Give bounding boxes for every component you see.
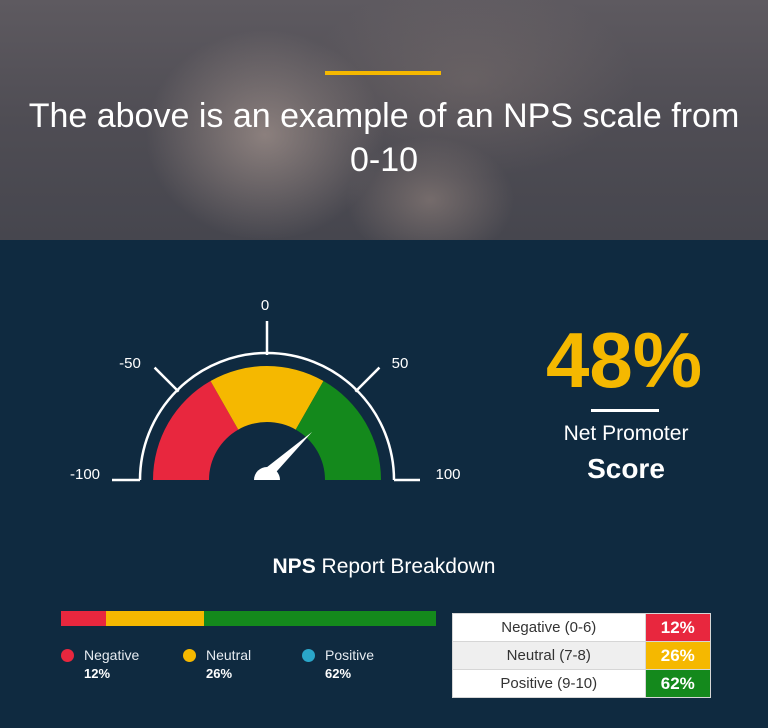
gauge-hub (254, 467, 280, 480)
score-label-line2: Score (587, 453, 665, 484)
legend-value-positive: 62% (325, 666, 352, 681)
gauge-label-minus-50: -50 (119, 355, 141, 372)
stack-segment-neutral (106, 611, 204, 626)
gauge-label-0: 0 (260, 297, 270, 314)
nps-gauge (112, 321, 420, 482)
breakdown-title-bold: NPS (272, 555, 316, 578)
gauge-tick-50 (354, 366, 381, 393)
hero-title: The above is an example of an NPS scale … (28, 97, 740, 179)
breakdown-title: NPS Report Breakdown (180, 553, 588, 581)
table-row: Negative (0-6) 12% (452, 613, 712, 642)
hero-banner: The above is an example of an NPS scale … (0, 0, 768, 240)
stack-segment-positive (203, 611, 436, 626)
legend-dot-negative (61, 649, 74, 662)
breakdown-table: Negative (0-6) 12% Neutral (7-8) 26% Pos… (452, 613, 712, 698)
legend-label-neutral: Neutral (206, 647, 252, 663)
nps-score-value: 48% (545, 316, 703, 404)
table-row: Positive (9-10) 62% (452, 669, 712, 698)
table-cell-range: Negative (0-6) (452, 613, 646, 642)
gauge-label-100: 100 (435, 466, 461, 483)
table-cell-range: Neutral (7-8) (452, 641, 646, 670)
breakdown-title-rest: Report Breakdown (315, 555, 496, 578)
score-divider (591, 409, 659, 412)
table-cell-value: 62% (644, 669, 712, 698)
table-cell-value: 26% (644, 641, 712, 670)
legend-value-neutral: 26% (206, 666, 233, 681)
table-cell-value: 12% (644, 613, 712, 642)
hero-accent-bar (325, 71, 441, 75)
table-cell-range: Positive (9-10) (452, 669, 646, 698)
stack-segment-negative (61, 611, 106, 626)
legend-dot-positive (302, 649, 315, 662)
breakdown-stacked-bar (61, 611, 436, 626)
gauge-segment-positive (295, 380, 381, 480)
gauge-needle (262, 431, 313, 478)
legend-value-negative: 12% (84, 666, 111, 681)
legend-label-positive: Positive (325, 647, 375, 663)
gauge-segment-negative (153, 380, 239, 480)
legend-dot-neutral (183, 649, 196, 662)
gauge-label-minus-100: -100 (69, 466, 101, 483)
gauge-segment-neutral (210, 366, 324, 430)
score-label-line1: Net Promoter (563, 422, 689, 445)
legend-label-negative: Negative (84, 647, 140, 663)
gauge-label-50: 50 (391, 355, 409, 372)
table-row: Neutral (7-8) 26% (452, 641, 712, 670)
gauge-tick-minus-50 (153, 366, 180, 393)
